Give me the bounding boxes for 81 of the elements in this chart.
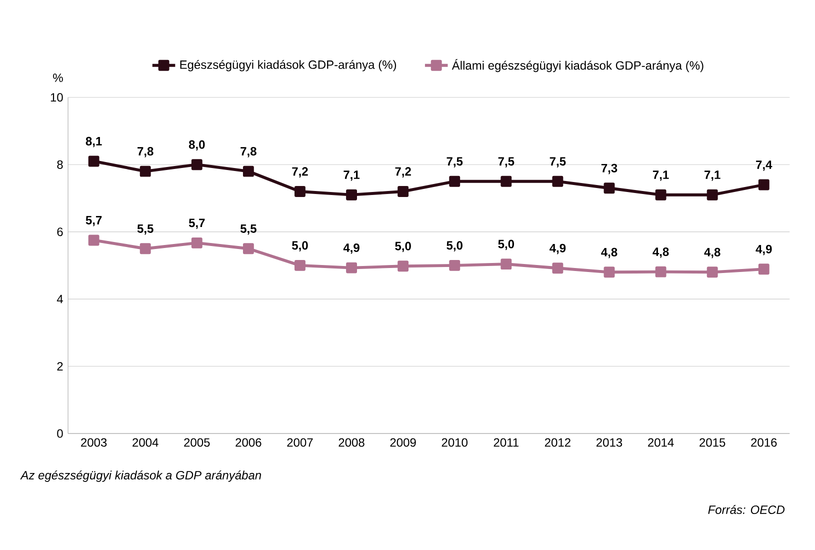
point — [552, 262, 564, 274]
point — [242, 243, 254, 254]
data-label: 7,3 — [601, 164, 618, 174]
point — [500, 258, 512, 270]
x-tick-label: 2010 — [442, 438, 468, 447]
data-label: 5,0 — [446, 241, 462, 252]
data-label: 5,5 — [137, 224, 154, 235]
x-tick-label: 2013 — [596, 438, 622, 447]
point — [294, 260, 306, 272]
data-label: 8,0 — [188, 140, 205, 151]
x-tick-label: 2004 — [132, 438, 158, 447]
data-label: 5,0 — [292, 241, 308, 252]
data-label: 7,1 — [704, 170, 720, 182]
data-label: 4,8 — [704, 248, 720, 258]
data-label: 7,8 — [240, 147, 256, 158]
point — [500, 176, 512, 188]
point — [140, 243, 151, 254]
point — [655, 190, 666, 201]
x-tick-label: 2012 — [544, 438, 570, 447]
point — [449, 260, 460, 272]
y-axis-title: % — [53, 74, 63, 82]
data-label: 4,9 — [550, 244, 566, 254]
data-label: 4,8 — [601, 248, 618, 258]
point — [398, 260, 409, 272]
point — [191, 159, 202, 170]
point — [191, 238, 202, 249]
data-label: 4,9 — [756, 245, 772, 256]
x-tick-label: 2014 — [648, 438, 674, 447]
point — [294, 186, 306, 198]
point — [88, 234, 100, 246]
point — [758, 264, 770, 275]
x-tick-label: 2007 — [287, 438, 313, 447]
x-tick-label: 2009 — [390, 438, 416, 447]
point — [655, 266, 666, 278]
x-tick-label: 2016 — [751, 438, 777, 447]
data-label: 7,5 — [498, 157, 514, 168]
point — [552, 176, 564, 188]
x-tick-label: 2006 — [236, 438, 262, 447]
text: Forrás: OECD — [708, 505, 785, 514]
point — [758, 180, 770, 190]
y-tick-label: 8 — [57, 160, 63, 170]
point — [242, 166, 254, 178]
point — [88, 156, 100, 167]
legend-label: Állami egészségügyi kiadások GDP-aránya (%) — [452, 59, 704, 72]
x-tick-label: 2008 — [338, 438, 364, 447]
y-tick-label: 2 — [57, 362, 63, 371]
point — [140, 166, 151, 178]
y-tick-label: 6 — [57, 228, 63, 236]
data-label: 7,8 — [138, 147, 154, 158]
y-tick-label: 4 — [56, 295, 63, 304]
x-tick-label: 2005 — [184, 438, 210, 447]
data-label: 7,1 — [652, 170, 669, 182]
point — [604, 266, 615, 278]
data-label: 8,1 — [86, 137, 102, 148]
point — [706, 190, 718, 201]
x-tick-label: 2011 — [494, 438, 518, 447]
data-label: 7,2 — [292, 167, 308, 178]
legend-label: Egészségügyi kiadások GDP-aránya (%) — [180, 60, 396, 72]
data-label: 5,0 — [498, 240, 514, 250]
data-label: 7,4 — [756, 160, 772, 171]
point — [604, 182, 615, 194]
y-tick-label: 0 — [57, 429, 63, 438]
data-label: 5,7 — [86, 216, 102, 226]
data-label: 7,5 — [550, 157, 566, 168]
data-label: 7,2 — [395, 167, 411, 178]
point — [706, 266, 718, 278]
data-label: 5,5 — [240, 224, 256, 235]
data-label: 5,0 — [395, 242, 411, 252]
data-label: 4,8 — [652, 248, 669, 258]
text: Az egészségügyi kiadások a GDP arányában — [20, 470, 262, 482]
data-label: 7,5 — [446, 157, 463, 168]
x-tick-label: 2003 — [81, 438, 107, 447]
point — [449, 176, 460, 188]
data-label: 5,7 — [188, 218, 205, 230]
x-tick-label: 2015 — [700, 438, 726, 447]
data-label: 4,9 — [343, 244, 360, 254]
point — [346, 262, 357, 274]
point — [346, 190, 357, 201]
point — [398, 186, 409, 198]
data-label: 7,1 — [344, 170, 360, 182]
y-tick-label: 10 — [50, 93, 63, 102]
